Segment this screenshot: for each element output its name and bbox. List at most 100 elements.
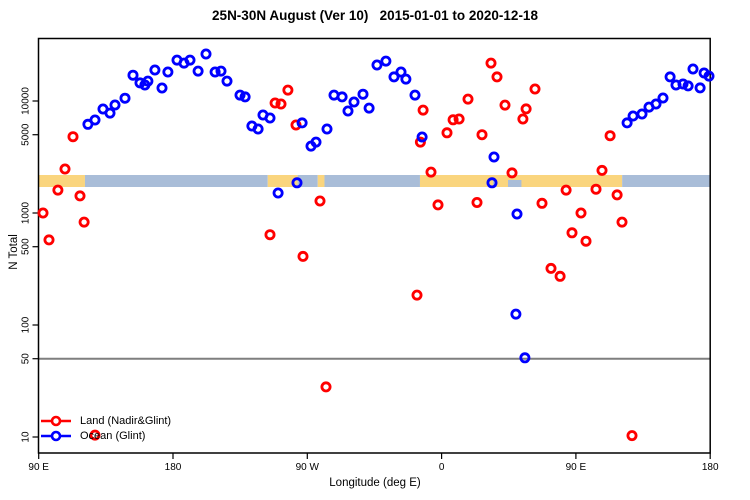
ocean-data-point <box>149 64 161 76</box>
land-data-point <box>37 207 49 219</box>
ocean-data-point <box>321 123 333 135</box>
land-data-point <box>485 57 497 69</box>
y-tick-label: 100 <box>21 316 32 333</box>
ocean-data-point <box>488 151 500 163</box>
ocean-data-point <box>221 75 233 87</box>
ocean-series-icon <box>41 430 71 442</box>
ocean-data-point <box>682 80 694 92</box>
y-tick-label: 10000 <box>21 87 32 115</box>
land-data-point <box>89 429 101 441</box>
ocean-data-point <box>400 73 412 85</box>
map-band-ocean-segment <box>622 175 711 187</box>
ocean-data-point <box>239 91 251 103</box>
land-data-point <box>626 430 638 442</box>
plot-border <box>37 37 711 454</box>
ocean-data-point <box>416 131 428 143</box>
ocean-data-point <box>252 123 264 135</box>
ocean-data-point <box>511 208 523 220</box>
ocean-data-point <box>127 69 139 81</box>
ocean-data-point <box>388 71 400 83</box>
ocean-data-point <box>687 63 699 75</box>
land-data-point <box>590 183 602 195</box>
ocean-data-point <box>109 99 121 111</box>
ocean-data-point <box>409 89 421 101</box>
land-data-point <box>476 129 488 141</box>
map-band-ocean-segment <box>324 175 420 187</box>
land-data-point <box>471 196 483 208</box>
legend: Land (Nadir&Glint) Ocean (Glint) <box>40 414 171 443</box>
y-tick-label: 10 <box>21 431 32 443</box>
ocean-data-point <box>162 66 174 78</box>
land-data-point <box>67 131 79 143</box>
x-tick-label: 90 E <box>566 462 587 473</box>
land-data-point <box>264 229 276 241</box>
ocean-data-point <box>636 108 648 120</box>
ocean-data-point <box>296 117 308 129</box>
land-data-point <box>432 199 444 211</box>
ocean-data-point <box>348 96 360 108</box>
land-data-point <box>411 289 423 301</box>
land-data-point <box>447 114 459 126</box>
legend-label-ocean: Ocean (Glint) <box>80 429 146 442</box>
x-tick-label: 180 <box>702 462 719 473</box>
ocean-data-point <box>272 187 284 199</box>
ocean-data-point <box>627 110 639 122</box>
land-data-point <box>566 227 578 239</box>
ocean-data-point <box>342 105 354 117</box>
ocean-data-point <box>215 65 227 77</box>
land-data-point <box>596 164 608 176</box>
y-axis-label: N Total <box>8 234 20 270</box>
ocean-data-point <box>650 98 662 110</box>
land-data-point <box>425 166 437 178</box>
ocean-data-point <box>703 70 715 82</box>
map-band-ocean-inlet <box>508 180 522 187</box>
land-data-point <box>580 235 592 247</box>
land-data-point <box>604 130 616 142</box>
x-tick-label: 90 E <box>28 462 49 473</box>
x-tick-label: 90 W <box>296 462 320 473</box>
ocean-data-point <box>657 92 669 104</box>
legend-item-land: Land (Nadir&Glint) <box>40 414 171 429</box>
land-data-point <box>282 84 294 96</box>
ocean-data-point <box>264 112 276 124</box>
land-data-point <box>414 136 426 148</box>
land-data-point <box>520 103 532 115</box>
ocean-data-point <box>336 91 348 103</box>
map-band-land-segment <box>38 175 85 187</box>
land-data-point <box>59 163 71 175</box>
land-data-point <box>545 262 557 274</box>
ocean-data-point <box>357 88 369 100</box>
y-tick-label: 5000 <box>21 123 32 146</box>
land-data-point <box>74 190 86 202</box>
y-tick-label: 1000 <box>21 201 32 224</box>
land-data-point <box>575 207 587 219</box>
ocean-data-point <box>363 102 375 114</box>
ocean-data-point <box>291 177 303 189</box>
map-band-ocean-segment <box>84 175 268 187</box>
map-band-land-segment <box>317 175 325 187</box>
ocean-data-point <box>371 59 383 71</box>
ocean-data-point <box>310 136 322 148</box>
ocean-data-point <box>380 55 392 67</box>
ocean-data-point <box>694 82 706 94</box>
ocean-data-point <box>395 66 407 78</box>
land-data-point <box>275 98 287 110</box>
land-data-point <box>560 184 572 196</box>
ocean-data-point <box>209 66 221 78</box>
land-data-point <box>314 195 326 207</box>
legend-label-land: Land (Nadir&Glint) <box>80 415 172 428</box>
ocean-data-point <box>104 107 116 119</box>
land-data-point <box>43 234 55 246</box>
land-data-point <box>499 99 511 111</box>
land-data-point <box>554 270 566 282</box>
chart-title: 25N-30N August (Ver 10) 2015-01-01 to 20… <box>212 8 538 23</box>
land-data-point <box>536 197 548 209</box>
land-data-point <box>78 216 90 228</box>
land-data-point <box>417 104 429 116</box>
ocean-data-point <box>184 54 196 66</box>
land-data-point <box>616 216 628 228</box>
land-data-point <box>506 167 518 179</box>
land-data-point <box>52 184 64 196</box>
ocean-data-point <box>677 78 689 90</box>
